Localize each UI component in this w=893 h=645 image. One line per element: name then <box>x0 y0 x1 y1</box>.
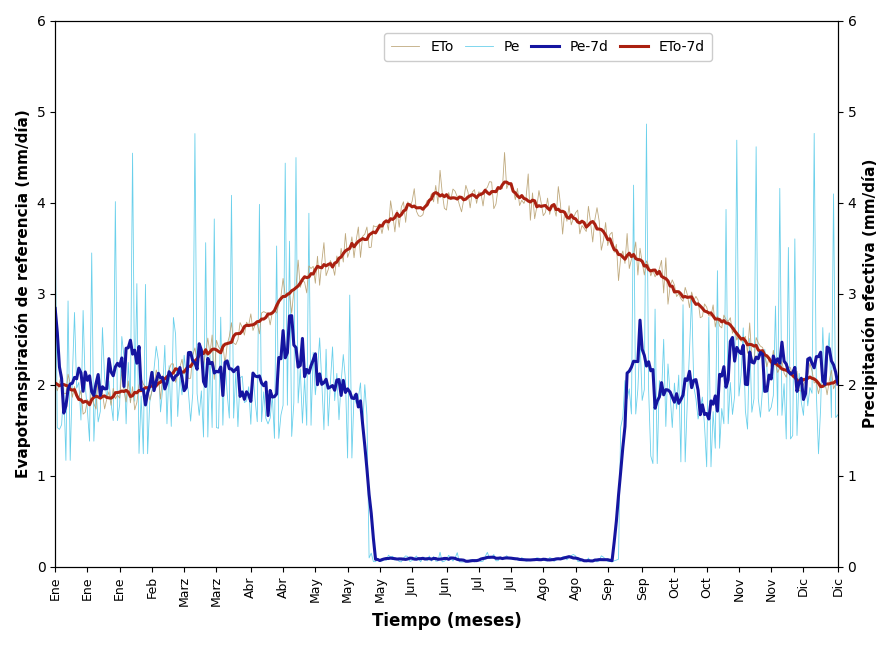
ETo-7d <box>50 379 61 387</box>
ETo-7d <box>725 321 736 329</box>
X-axis label: Tiempo (meses): Tiempo (meses) <box>371 612 522 630</box>
ETo <box>800 376 811 384</box>
Pe-7d <box>722 376 733 384</box>
ETo-7d <box>800 375 811 383</box>
Pe-7d <box>463 557 473 565</box>
ETo-7d <box>267 309 278 317</box>
ETo <box>363 244 374 252</box>
ETo <box>832 377 843 385</box>
Pe <box>265 414 276 422</box>
ETo <box>218 340 229 348</box>
ETo <box>725 314 736 322</box>
ETo-7d <box>363 231 374 239</box>
Pe <box>641 120 652 128</box>
Pe <box>362 412 372 419</box>
Y-axis label: Precipitación efectiva (mm/día): Precipitación efectiva (mm/día) <box>862 159 878 428</box>
Y-axis label: Evapotranspiración de referencia (mm/día): Evapotranspiración de referencia (mm/día… <box>15 109 31 478</box>
Line: ETo: ETo <box>55 152 838 414</box>
ETo-7d <box>368 228 379 236</box>
ETo <box>78 410 88 418</box>
Pe <box>800 373 811 381</box>
Legend: ETo, Pe, Pe-7d, ETo-7d: ETo, Pe, Pe-7d, ETo-7d <box>385 33 712 61</box>
ETo <box>368 222 379 230</box>
Line: ETo-7d: ETo-7d <box>55 182 838 405</box>
Pe <box>725 379 736 386</box>
Pe-7d <box>362 465 372 473</box>
Pe-7d <box>798 395 809 403</box>
Pe <box>50 215 61 223</box>
ETo <box>50 379 61 387</box>
Pe <box>456 558 467 566</box>
Pe-7d <box>50 304 61 312</box>
ETo-7d <box>218 342 229 350</box>
Pe-7d <box>215 363 226 371</box>
Pe-7d <box>265 386 276 394</box>
ETo <box>499 148 510 156</box>
Pe <box>832 411 843 419</box>
Pe-7d <box>832 380 843 388</box>
ETo-7d <box>499 178 510 186</box>
ETo-7d <box>84 401 95 409</box>
Pe <box>215 313 226 321</box>
Pe-7d <box>366 510 377 517</box>
Line: Pe: Pe <box>55 124 838 562</box>
Line: Pe-7d: Pe-7d <box>55 308 838 561</box>
Pe <box>366 550 377 557</box>
ETo <box>267 308 278 316</box>
ETo-7d <box>832 377 843 385</box>
